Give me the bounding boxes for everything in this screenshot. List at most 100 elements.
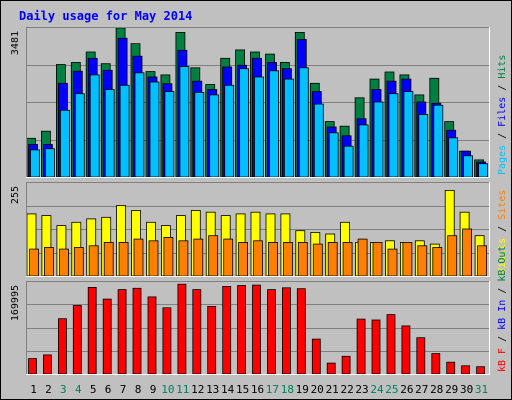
day-label-6: 6	[105, 383, 112, 396]
bar-pages-day-8	[134, 72, 145, 178]
day-label-17: 17	[266, 383, 279, 396]
bar-kb_out-day-23	[356, 318, 366, 375]
bar-sites-day-26	[402, 241, 413, 277]
bar-sites-day-27	[417, 245, 428, 277]
day-label-7: 7	[120, 383, 127, 396]
day-label-3: 3	[60, 383, 67, 396]
bar-kb_out-day-18	[281, 287, 291, 375]
day-label-5: 5	[90, 383, 97, 396]
axis-label-part: /	[497, 79, 508, 97]
bar-pages-day-5	[89, 74, 100, 178]
bar-pages-day-3	[60, 109, 70, 178]
bar-pages-day-13	[209, 94, 220, 178]
bar-pages-day-29	[448, 137, 459, 178]
axis-label-part: kB In	[497, 300, 508, 330]
day-label-8: 8	[135, 383, 142, 396]
bar-pages-day-7	[119, 84, 130, 178]
axis-label-part: Sites	[497, 190, 508, 220]
panel-max-label: 169995	[10, 285, 21, 321]
bar-sites-day-5	[88, 245, 99, 277]
day-label-12: 12	[191, 383, 204, 396]
bar-sites-day-13	[208, 235, 219, 277]
bar-kb_out-day-13	[207, 305, 217, 375]
bar-sites-day-21	[327, 241, 338, 277]
bar-pages-day-16	[254, 76, 264, 178]
bar-sites-day-31	[477, 245, 488, 277]
bar-pages-day-27	[418, 114, 429, 178]
bar-sites-day-23	[357, 238, 368, 277]
bar-sites-day-20	[312, 243, 323, 277]
bar-pages-day-12	[194, 92, 205, 178]
bar-pages-day-28	[433, 104, 444, 178]
day-label-15: 15	[236, 383, 249, 396]
bar-sites-day-25	[387, 248, 398, 277]
day-label-26: 26	[400, 383, 413, 396]
bar-kb_out-day-30	[461, 365, 471, 375]
bar-sites-day-3	[59, 248, 69, 277]
axis-label-part: /	[497, 282, 508, 300]
bar-kb_out-day-11	[177, 283, 187, 375]
day-label-25: 25	[385, 383, 398, 396]
bar-pages-day-1	[30, 149, 40, 178]
bar-pages-day-23	[358, 124, 369, 178]
bar-pages-day-30	[463, 155, 474, 178]
bar-kb_out-day-14	[222, 285, 232, 375]
bar-kb_out-day-25	[386, 314, 396, 375]
bar-kb_out-day-31	[476, 366, 486, 375]
bar-sites-day-15	[238, 241, 249, 277]
bar-sites-day-8	[133, 238, 144, 277]
bar-pages-day-4	[74, 93, 85, 178]
bar-pages-day-10	[164, 91, 175, 178]
bar-sites-day-9	[148, 240, 159, 277]
panel-visits: 255 Visits / Sites	[10, 182, 508, 277]
bar-sites-day-6	[103, 241, 114, 277]
day-label-4: 4	[75, 383, 82, 396]
axis-label-part: /	[497, 127, 508, 145]
bar-kb_out-day-26	[401, 325, 411, 375]
day-label-10: 10	[161, 383, 174, 396]
day-axis: 1 2 3 4 5 6 7 8 9 10 11 12 13 14 15 16 17 18 19 20 21 22 23 24 2…	[30, 383, 488, 396]
bar-kb_out-day-6	[102, 298, 112, 375]
bar-sites-day-28	[432, 247, 443, 277]
bar-pages-day-25	[388, 93, 399, 178]
bar-sites-day-10	[163, 236, 174, 277]
axis-label-part: /	[497, 220, 508, 238]
bar-kb_out-day-4	[72, 305, 82, 375]
axis-label-part: Hits	[497, 55, 508, 79]
bar-pages-day-11	[179, 66, 190, 178]
bar-kb_out-day-29	[446, 361, 456, 375]
bar-sites-day-22	[342, 241, 353, 277]
series-kb_out	[28, 283, 486, 375]
panel-max-label: 255	[10, 186, 21, 204]
bar-sites-day-11	[178, 240, 189, 277]
bar-pages-day-26	[403, 91, 414, 178]
day-label-1: 1	[30, 383, 37, 396]
bar-pages-day-22	[343, 145, 354, 178]
day-label-2: 2	[45, 383, 52, 396]
day-label-24: 24	[370, 383, 384, 396]
axis-label-part: kB Out	[497, 246, 508, 282]
bar-kb_out-day-16	[252, 284, 261, 375]
day-label-18: 18	[281, 383, 294, 396]
bar-sites-day-1	[29, 248, 39, 277]
bar-sites-day-24	[372, 241, 383, 277]
axis-label-part: Files	[497, 97, 508, 127]
day-label-31: 31	[475, 383, 488, 396]
chart-title: Daily usage for May 2014	[19, 9, 192, 23]
bar-pages-day-24	[373, 101, 384, 178]
day-label-22: 22	[340, 383, 353, 396]
bar-pages-day-21	[328, 132, 339, 178]
bar-sites-day-19	[297, 241, 308, 277]
day-label-19: 19	[296, 383, 309, 396]
bar-pages-day-15	[239, 68, 250, 178]
day-label-29: 29	[445, 383, 458, 396]
bar-pages-day-2	[45, 148, 55, 178]
bar-pages-day-6	[104, 89, 115, 178]
day-label-21: 21	[326, 383, 339, 396]
day-label-14: 14	[221, 383, 235, 396]
panel-requests: 3481 Pages / Files / Hits	[10, 27, 508, 178]
bar-kb_out-day-21	[326, 362, 336, 375]
panel-max-label: 3481	[10, 31, 21, 55]
bar-sites-day-16	[253, 240, 263, 277]
